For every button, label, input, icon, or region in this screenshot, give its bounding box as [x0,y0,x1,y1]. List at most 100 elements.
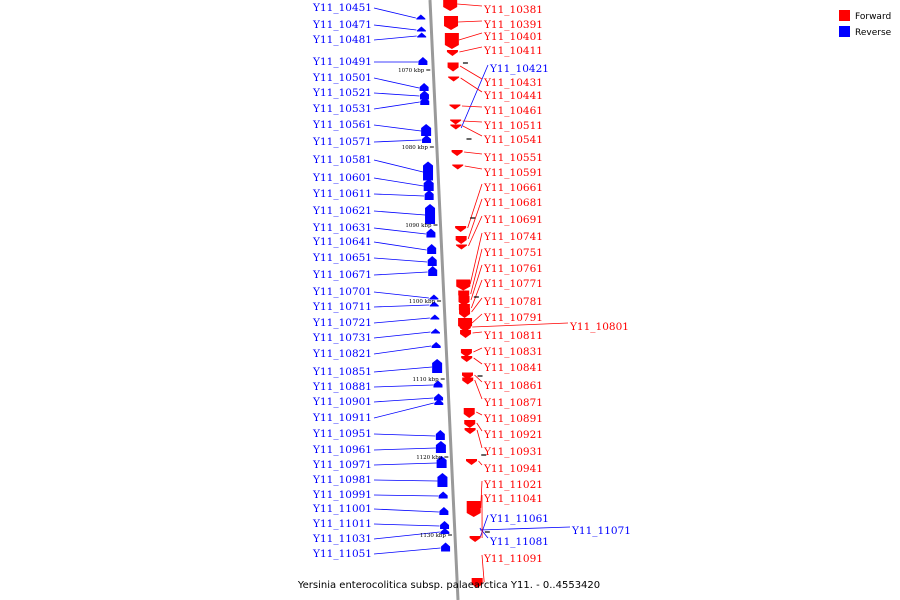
forward-gene-label[interactable]: Y11_10921 [483,429,543,441]
reverse-gene-label[interactable]: Y11_11031 [312,533,372,545]
reverse-gene-feature[interactable] [419,90,429,100]
reverse-gene-label[interactable]: Y11_10911 [312,412,372,424]
forward-gene-label[interactable]: Y11_11041 [483,493,543,505]
reverse-gene-feature[interactable] [440,521,450,529]
forward-gene-label[interactable]: Y11_10441 [483,90,543,102]
reverse-gene-feature[interactable] [421,124,432,136]
reverse-gene-label[interactable]: Y11_11061 [489,513,549,525]
reverse-gene-label[interactable]: Y11_10561 [312,119,372,131]
forward-gene-feature[interactable] [455,236,467,244]
reverse-gene-feature[interactable] [441,542,451,552]
reverse-gene-feature[interactable] [420,97,430,105]
reverse-gene-label[interactable]: Y11_10951 [312,428,372,440]
forward-gene-feature[interactable] [446,50,458,56]
reverse-gene-feature[interactable] [435,441,446,453]
reverse-gene-feature[interactable] [419,83,429,91]
forward-gene-feature[interactable] [458,296,470,306]
reverse-gene-label[interactable]: Y11_10421 [489,63,549,75]
reverse-gene-feature[interactable] [424,190,434,200]
reverse-gene-label[interactable]: Y11_10451 [312,2,372,14]
reverse-gene-label[interactable]: Y11_10671 [312,269,372,281]
reverse-gene-feature[interactable] [422,135,432,143]
reverse-gene-label[interactable]: Y11_10821 [312,348,372,360]
reverse-gene-feature[interactable] [416,26,426,32]
reverse-gene-feature[interactable] [418,57,428,65]
reverse-gene-label[interactable]: Y11_11001 [312,503,372,515]
forward-gene-label[interactable]: Y11_10391 [483,19,543,31]
reverse-gene-label[interactable]: Y11_10501 [312,72,372,84]
reverse-gene-label[interactable]: Y11_10881 [312,381,372,393]
reverse-gene-label[interactable]: Y11_10531 [312,103,372,115]
forward-gene-feature[interactable] [460,349,472,357]
forward-gene-feature[interactable] [455,244,467,250]
reverse-gene-label[interactable]: Y11_10581 [312,154,372,166]
reverse-gene-label[interactable]: Y11_10701 [312,286,372,298]
forward-gene-label[interactable]: Y11_10551 [483,152,543,164]
forward-gene-label[interactable]: Y11_10741 [483,231,543,243]
forward-gene-label[interactable]: Y11_10771 [483,278,543,290]
forward-gene-label[interactable]: Y11_10801 [569,321,629,333]
forward-gene-label[interactable]: Y11_10691 [483,214,543,226]
forward-gene-feature[interactable] [460,330,472,338]
reverse-gene-feature[interactable] [427,244,437,254]
reverse-gene-feature[interactable] [434,393,444,401]
reverse-gene-label[interactable]: Y11_10481 [312,34,372,46]
forward-gene-feature[interactable] [464,428,476,434]
forward-gene-feature[interactable] [461,356,473,362]
reverse-gene-label[interactable]: Y11_10971 [312,459,372,471]
reverse-gene-feature[interactable] [431,342,441,348]
forward-gene-label[interactable]: Y11_10941 [483,463,543,475]
forward-gene-feature[interactable] [462,372,473,380]
reverse-gene-feature[interactable] [423,179,434,191]
reverse-gene-label[interactable]: Y11_11011 [312,518,372,530]
forward-gene-feature[interactable] [451,150,463,156]
forward-gene-label[interactable]: Y11_10811 [483,330,543,342]
forward-gene-feature[interactable] [444,16,459,30]
forward-gene-label[interactable]: Y11_10841 [483,362,543,374]
forward-gene-label[interactable]: Y11_10861 [483,380,543,392]
legend-item-forward[interactable]: Forward [839,10,891,22]
reverse-gene-label[interactable]: Y11_10521 [312,87,372,99]
reverse-gene-feature[interactable] [429,301,439,307]
forward-gene-label[interactable]: Y11_11091 [483,553,543,565]
forward-gene-feature[interactable] [449,104,461,110]
forward-gene-label[interactable]: Y11_10431 [483,77,543,89]
reverse-gene-feature[interactable] [438,491,448,499]
forward-gene-feature[interactable] [456,279,471,291]
reverse-gene-label[interactable]: Y11_10721 [312,317,372,329]
forward-gene-feature[interactable] [447,62,459,72]
reverse-gene-label[interactable]: Y11_11051 [312,548,372,560]
reverse-gene-label[interactable]: Y11_10901 [312,396,372,408]
forward-gene-label[interactable]: Y11_10931 [483,446,543,458]
forward-gene-feature[interactable] [450,119,462,125]
forward-gene-feature[interactable] [469,536,481,542]
forward-gene-label[interactable]: Y11_10791 [483,312,543,324]
forward-gene-label[interactable]: Y11_10661 [483,182,543,194]
forward-gene-label[interactable]: Y11_10461 [483,105,543,117]
forward-gene-feature[interactable] [462,377,474,385]
reverse-gene-feature[interactable] [427,256,437,266]
reverse-gene-label[interactable]: Y11_10571 [312,136,372,148]
forward-gene-feature[interactable] [471,578,483,588]
forward-gene-label[interactable]: Y11_10591 [483,167,543,179]
forward-gene-label[interactable]: Y11_10781 [483,296,543,308]
reverse-gene-label[interactable]: Y11_11071 [571,525,631,537]
legend-item-reverse[interactable]: Reverse [839,26,892,38]
forward-gene-label[interactable]: Y11_10681 [483,197,543,209]
forward-gene-feature[interactable] [466,459,478,465]
forward-gene-label[interactable]: Y11_10891 [483,413,543,425]
forward-gene-feature[interactable] [443,0,458,11]
forward-gene-label[interactable]: Y11_10401 [483,31,543,43]
forward-gene-label[interactable]: Y11_10761 [483,263,543,275]
forward-gene-label[interactable]: Y11_10871 [483,397,543,409]
reverse-gene-feature[interactable] [432,359,443,373]
reverse-gene-feature[interactable] [428,266,438,276]
forward-gene-label[interactable]: Y11_10511 [483,120,543,132]
reverse-gene-label[interactable]: Y11_10651 [312,252,372,264]
reverse-gene-feature[interactable] [430,328,440,334]
reverse-gene-label[interactable]: Y11_10641 [312,236,372,248]
forward-gene-label[interactable]: Y11_10411 [483,45,543,57]
forward-gene-feature[interactable] [450,124,462,130]
forward-gene-feature[interactable] [464,420,476,428]
reverse-gene-feature[interactable] [433,380,443,388]
